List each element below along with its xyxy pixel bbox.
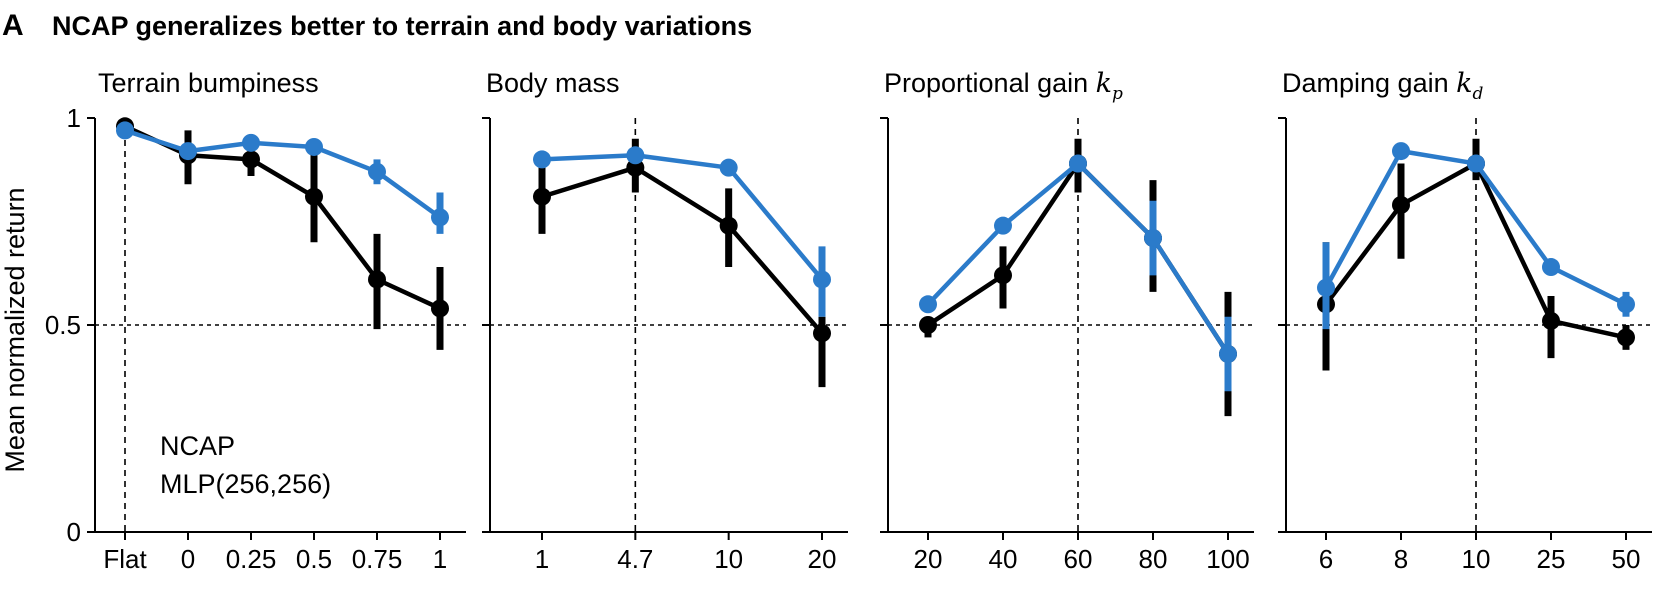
x-tick-label: 80 (1139, 544, 1168, 574)
series-mlp (116, 117, 449, 350)
series-mlp (533, 138, 831, 388)
point-mlp (368, 270, 386, 289)
point-ncap (305, 137, 323, 156)
point-ncap (719, 158, 738, 177)
y-tick-label: 1 (67, 103, 81, 133)
point-ncap (1069, 154, 1087, 173)
x-tick-label: 4.7 (617, 544, 653, 574)
panel-title-text: Terrain bumpiness (98, 68, 319, 98)
series-ncap (116, 121, 449, 234)
panel-title-subscript: p (1112, 84, 1123, 104)
point-mlp (1542, 311, 1560, 330)
y-tick-label: 0.5 (45, 310, 81, 340)
series-ncap (533, 146, 831, 317)
panel-title-subscript: d (1472, 84, 1483, 104)
x-tick-label: 20 (914, 544, 943, 574)
x-tick-label: 0.75 (352, 544, 403, 574)
point-ncap (1392, 142, 1410, 161)
panel-title: Proportional gain kp (884, 68, 1123, 104)
panel-title: Terrain bumpiness (98, 68, 319, 98)
x-tick-label: 6 (1319, 544, 1333, 574)
legend-mlp: MLP(256,256) (160, 469, 331, 499)
panel-letter: A (2, 9, 24, 42)
legend: NCAP MLP(256,256) (160, 431, 331, 499)
panel-1: Terrain bumpiness 0 0.5 1 Flat 0 0.25 0.5 0.75 1 (45, 68, 466, 574)
point-mlp (1392, 195, 1410, 214)
x-tick-label: 1 (535, 544, 549, 574)
series-ncap (919, 154, 1237, 392)
point-ncap (116, 121, 134, 140)
point-ncap (626, 146, 645, 165)
x-tick-label: 40 (989, 544, 1018, 574)
point-ncap (1317, 278, 1335, 297)
figure-title: NCAP generalizes better to terrain and b… (52, 11, 752, 41)
point-ncap (368, 162, 386, 181)
line-ncap (541, 153, 824, 281)
point-mlp (533, 187, 551, 206)
legend-ncap: NCAP (160, 431, 235, 461)
line-ncap (124, 128, 442, 220)
panel-title-variable: k (1096, 68, 1112, 99)
panel-4: Damping gain kd 6 8 10 25 50 (1278, 68, 1652, 574)
point-mlp (431, 299, 449, 318)
series-ncap (1317, 142, 1635, 330)
x-tick-label: 10 (714, 544, 743, 574)
point-mlp (719, 216, 738, 235)
x-tick-label: 10 (1462, 544, 1491, 574)
panel-title-text: Proportional gain (884, 68, 1096, 98)
y-axis-label: Mean normalized return (0, 187, 30, 472)
point-ncap (533, 150, 551, 169)
point-ncap (1617, 295, 1635, 314)
point-ncap (1467, 154, 1485, 173)
point-mlp (626, 158, 645, 177)
point-ncap (431, 208, 449, 227)
x-tick-label: 0 (181, 544, 195, 574)
x-tick-label: 0.5 (296, 544, 332, 574)
panel-title-text: Damping gain (1282, 68, 1456, 98)
x-tick-label: 60 (1064, 544, 1093, 574)
point-ncap (1219, 344, 1237, 363)
point-mlp (305, 187, 323, 206)
point-ncap (1144, 229, 1162, 248)
y-tick-label: 0 (67, 517, 81, 547)
x-tick-label: 50 (1612, 544, 1641, 574)
x-tick-label: 100 (1206, 544, 1249, 574)
point-ncap (994, 216, 1012, 235)
point-ncap (179, 142, 197, 161)
panel-title: Body mass (486, 68, 620, 98)
x-tick-label: 0.25 (226, 544, 277, 574)
line-mlp (124, 124, 441, 311)
x-tick-label: 1 (433, 544, 447, 574)
x-tick-label: 25 (1537, 544, 1566, 574)
point-mlp (919, 316, 937, 334)
point-mlp (994, 266, 1012, 285)
panel-2: Body mass 1 4.7 10 20 (482, 68, 848, 574)
point-ncap (919, 295, 937, 314)
point-mlp (813, 324, 831, 343)
panel-title-text: Body mass (486, 68, 620, 98)
x-tick-label: Flat (103, 544, 147, 574)
point-ncap (813, 270, 831, 289)
point-ncap (242, 133, 260, 152)
point-ncap (1542, 258, 1560, 277)
point-mlp (1617, 328, 1635, 347)
panel-title-variable: k (1456, 68, 1472, 99)
panel-title: Damping gain kd (1282, 68, 1483, 104)
x-tick-label: 20 (808, 544, 837, 574)
panel-3: Proportional gain kp 20 40 60 80 100 (880, 68, 1254, 574)
line-mlp (541, 165, 824, 335)
x-tick-label: 8 (1394, 544, 1408, 574)
point-mlp (242, 150, 260, 169)
